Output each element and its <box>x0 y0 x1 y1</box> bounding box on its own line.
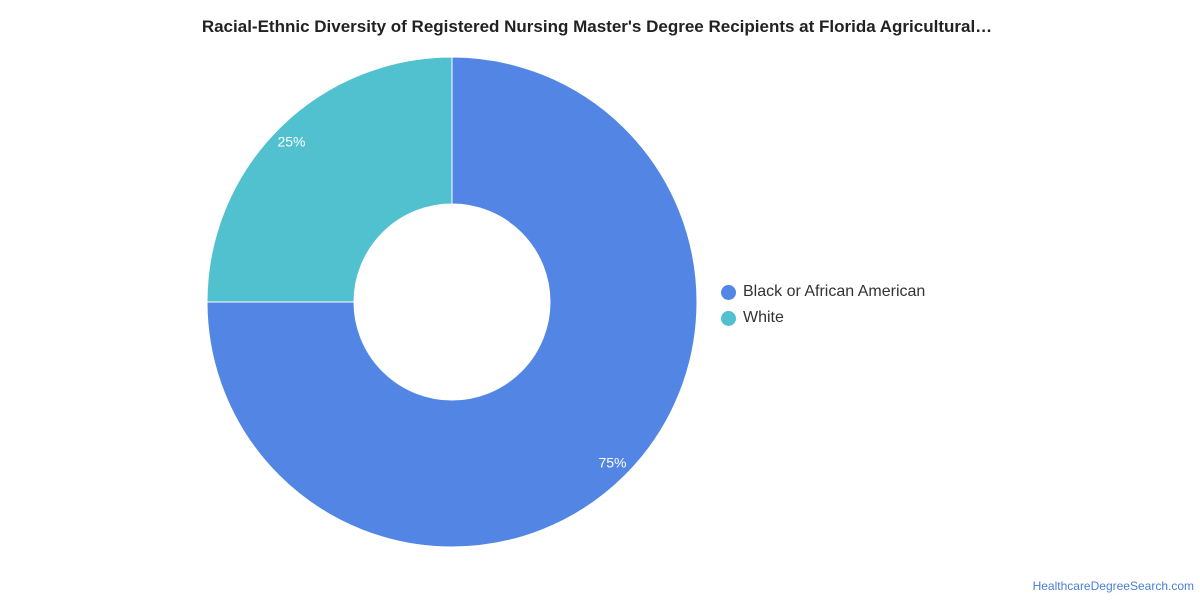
slice-black-or-african-american[interactable] <box>206 56 698 548</box>
legend: Black or African American White <box>721 279 925 331</box>
source-link[interactable]: HealthcareDegreeSearch.com <box>1032 579 1194 593</box>
legend-swatch-black-or-african-american <box>721 284 736 300</box>
legend-item-black-or-african-american[interactable]: Black or African American <box>721 279 925 305</box>
slice-label-black-or-african-american: 75% <box>598 455 626 471</box>
slice-label-white: 25% <box>277 133 305 149</box>
legend-item-white[interactable]: White <box>721 305 925 331</box>
slice-white[interactable] <box>206 56 453 303</box>
legend-swatch-white <box>721 310 736 326</box>
legend-label-white: White <box>743 309 784 326</box>
legend-label-black-or-african-american: Black or African American <box>743 283 926 300</box>
chart-title: Racial-Ethnic Diversity of Registered Nu… <box>201 17 993 36</box>
